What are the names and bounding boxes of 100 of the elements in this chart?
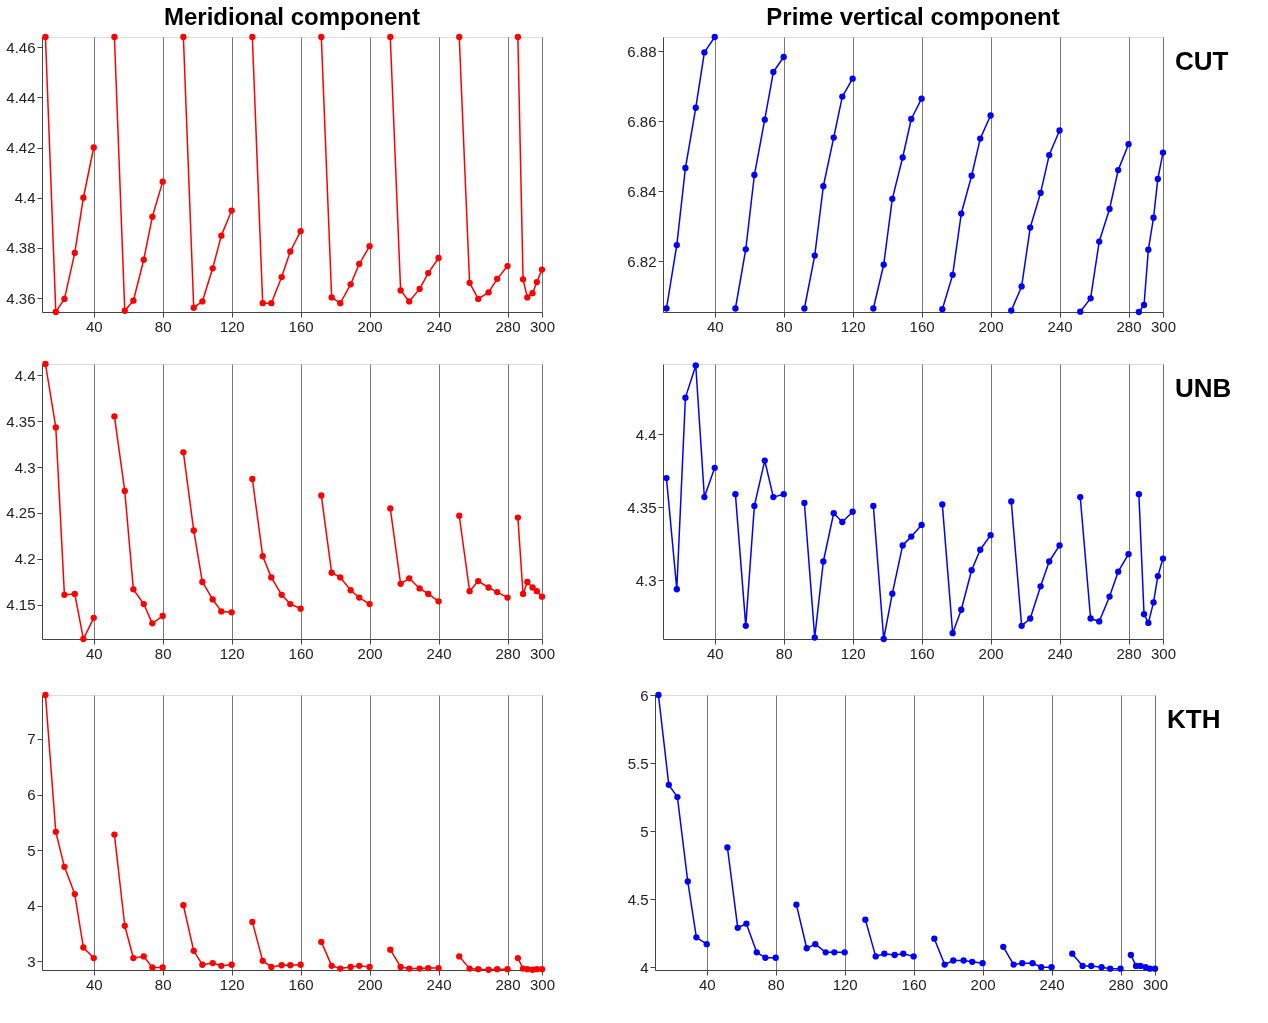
x-tick-label: 120 bbox=[219, 975, 245, 993]
x-tick-label: 120 bbox=[219, 644, 245, 662]
point bbox=[1046, 558, 1053, 565]
point bbox=[529, 584, 536, 591]
point bbox=[1125, 551, 1132, 558]
point bbox=[711, 464, 718, 472]
point bbox=[475, 577, 482, 585]
point bbox=[724, 844, 731, 851]
point bbox=[218, 608, 225, 615]
point bbox=[812, 940, 819, 948]
point bbox=[908, 533, 915, 540]
point bbox=[1106, 593, 1113, 600]
point bbox=[268, 963, 275, 971]
point bbox=[674, 793, 681, 801]
point bbox=[80, 194, 87, 201]
point bbox=[958, 606, 965, 613]
point bbox=[968, 567, 975, 574]
point bbox=[228, 609, 235, 616]
point bbox=[1027, 224, 1034, 231]
point bbox=[969, 958, 976, 965]
point bbox=[533, 588, 540, 595]
point bbox=[1037, 189, 1044, 197]
point bbox=[485, 966, 492, 973]
point bbox=[435, 964, 442, 972]
point bbox=[831, 949, 838, 956]
point bbox=[61, 295, 68, 303]
point bbox=[180, 33, 187, 41]
point bbox=[435, 598, 442, 605]
point bbox=[1010, 961, 1017, 968]
point bbox=[692, 362, 699, 369]
point bbox=[249, 33, 256, 41]
x-tick-label: 280 bbox=[495, 975, 521, 993]
point bbox=[881, 950, 888, 957]
point bbox=[753, 949, 760, 956]
point bbox=[199, 961, 206, 968]
point bbox=[387, 946, 394, 953]
point bbox=[862, 916, 869, 923]
x-tick-label: 240 bbox=[426, 317, 452, 335]
point bbox=[287, 600, 294, 608]
x-tick-label: 120 bbox=[840, 644, 866, 662]
point bbox=[780, 53, 787, 61]
point bbox=[1159, 555, 1167, 562]
point bbox=[1117, 965, 1124, 972]
point bbox=[337, 574, 344, 581]
point bbox=[406, 575, 413, 582]
point bbox=[1096, 618, 1103, 625]
point bbox=[42, 33, 49, 41]
point bbox=[849, 508, 856, 515]
point bbox=[1046, 151, 1053, 159]
point bbox=[770, 68, 777, 76]
point bbox=[494, 966, 501, 973]
y-tick-label: 4.42 bbox=[6, 139, 36, 156]
point bbox=[140, 953, 147, 960]
point bbox=[318, 492, 325, 499]
text: KTH bbox=[1167, 704, 1221, 734]
y-tick-label: 4.5 bbox=[627, 890, 649, 908]
point bbox=[772, 954, 779, 961]
point bbox=[42, 360, 49, 368]
point bbox=[347, 281, 354, 288]
point bbox=[849, 75, 856, 82]
x-tick-label: 160 bbox=[901, 975, 927, 993]
point bbox=[958, 210, 965, 217]
y-tick-label: 4.38 bbox=[6, 239, 36, 257]
x-tick-label: 240 bbox=[1047, 317, 1073, 335]
chart-title: Prime vertical component bbox=[766, 2, 1060, 30]
point bbox=[1088, 962, 1095, 970]
point bbox=[287, 962, 294, 969]
point bbox=[71, 249, 78, 257]
point bbox=[347, 963, 354, 971]
x-tick-label: 300 bbox=[529, 317, 556, 335]
point bbox=[456, 953, 463, 960]
y-tick-label: 3 bbox=[27, 952, 36, 970]
point bbox=[830, 134, 837, 141]
point bbox=[793, 901, 800, 908]
point bbox=[841, 949, 848, 956]
point bbox=[979, 960, 986, 967]
point bbox=[159, 178, 166, 185]
point bbox=[366, 243, 373, 250]
point bbox=[1069, 950, 1076, 957]
point bbox=[228, 961, 235, 968]
point bbox=[742, 622, 749, 629]
point bbox=[494, 275, 501, 283]
x-tick-label: 160 bbox=[909, 317, 935, 335]
y-tick-label: 6.88 bbox=[627, 42, 657, 60]
x-tick-label: 80 bbox=[775, 317, 793, 335]
point bbox=[121, 487, 128, 495]
point bbox=[90, 954, 97, 962]
point bbox=[529, 290, 536, 297]
point bbox=[52, 424, 59, 431]
point bbox=[1029, 960, 1036, 967]
point bbox=[80, 944, 87, 951]
point bbox=[406, 965, 413, 972]
point bbox=[328, 294, 335, 301]
x-tick-label: 120 bbox=[840, 317, 866, 335]
point bbox=[931, 935, 938, 942]
point bbox=[734, 924, 741, 931]
x-tick-label: 160 bbox=[288, 644, 314, 662]
point bbox=[780, 491, 787, 498]
point bbox=[538, 593, 546, 600]
x-tick-label: 200 bbox=[978, 317, 1004, 335]
